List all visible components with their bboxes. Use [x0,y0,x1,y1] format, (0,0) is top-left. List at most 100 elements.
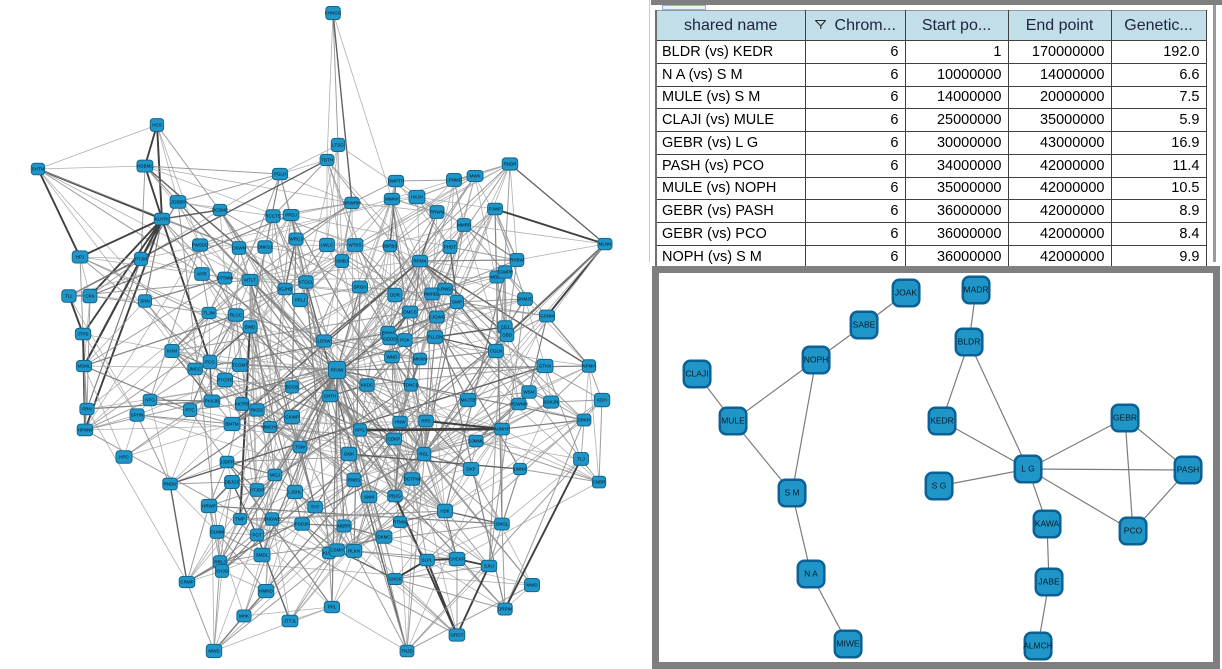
svg-text:MULE: MULE [721,416,745,426]
svg-text:GRGT: GRGT [451,632,464,637]
svg-text:MKJTB: MKJTB [461,397,476,402]
svg-text:KKTPB: KKTPB [235,401,250,406]
svg-text:RCCTS: RCCTS [265,213,281,218]
svg-text:DTTMW: DTTMW [217,275,234,280]
svg-text:SNM: SNM [364,494,374,499]
svg-text:LDSW: LDSW [317,338,331,343]
svg-text:RRWM: RRWM [430,209,445,214]
svg-text:HKJH: HKJH [411,194,423,199]
svg-text:NJNHP: NJNHP [494,426,509,431]
svg-text:DRPW: DRPW [498,606,513,611]
svg-text:DBJGS: DBJGS [224,479,239,484]
svg-text:MBBR: MBBR [490,274,504,279]
svg-text:DNKSJ: DNKSJ [258,244,273,249]
svg-text:TLJM: TLJM [203,310,215,315]
svg-text:MIWE: MIWE [836,639,859,649]
svg-text:MKNN: MKNN [413,356,426,361]
svg-text:WSM: WSM [524,389,535,394]
svg-text:RTC: RTC [185,407,195,412]
svg-text:GTKN: GTKN [539,363,552,368]
svg-text:DLMM: DLMM [210,529,224,534]
svg-text:RNDN: RNDN [164,481,177,486]
svg-text:CJGWG: CJGWG [429,314,446,319]
svg-text:WTKS: WTKS [349,242,362,247]
svg-text:GEBR: GEBR [1113,413,1137,423]
svg-text:TGWPR: TGWPR [497,269,514,274]
svg-text:DJMML: DJMML [468,438,484,443]
svg-text:GBD: GBD [502,332,513,337]
svg-text:DMCS: DMCS [403,309,416,314]
svg-text:PPLJ: PPLJ [295,297,306,302]
svg-text:S G: S G [932,481,947,491]
svg-text:KLHTK: KLHTK [155,216,170,221]
svg-text:MWD: MWD [526,582,538,587]
svg-text:SLPL: SLPL [421,557,433,562]
svg-text:JABE: JABE [1038,577,1060,587]
svg-text:MWD: MWD [208,648,220,653]
svg-text:DKMC: DKMC [377,534,391,539]
svg-text:SHTM: SHTM [32,166,45,171]
svg-text:PGLH: PGLH [274,171,286,176]
svg-text:SMBJ: SMBJ [336,258,348,263]
svg-text:TSW: TSW [295,444,306,449]
svg-text:CKK: CKK [85,293,94,298]
svg-text:MMCHG: MMCHG [261,424,279,429]
svg-text:KPR: KPR [197,271,207,276]
svg-text:HPWW: HPWW [78,427,93,432]
svg-text:CPJ: CPJ [501,324,510,329]
svg-text:BCCB: BCCB [286,384,299,389]
svg-text:LTSG: LTSG [332,142,344,147]
svg-text:SJKJ: SJKJ [484,563,495,568]
svg-text:CGLN: CGLN [490,348,503,353]
svg-text:HPJ: HPJ [76,254,85,259]
svg-text:CLAJI: CLAJI [685,369,708,379]
svg-text:BGTPW: BGTPW [404,476,421,481]
svg-text:NPMH: NPMH [582,363,595,368]
svg-text:DKP: DKP [466,466,475,471]
svg-text:DDR: DDR [390,292,400,297]
svg-text:GHCK: GHCK [388,576,401,581]
svg-text:MSML: MSML [77,363,90,368]
svg-text:SRGH: SRGH [353,284,366,289]
svg-text:KDH: KDH [597,397,607,402]
svg-text:TNJD: TNJD [401,648,413,653]
svg-text:DCSMC: DCSMC [212,207,229,212]
svg-text:PWSDC: PWSDC [192,242,210,247]
svg-text:RNBS: RNBS [348,477,361,482]
svg-text:CDKP: CDKP [388,436,401,441]
svg-text:RRS: RRS [421,418,431,423]
svg-text:JMCC: JMCC [189,366,202,371]
svg-text:JGJHB: JGJHB [278,286,292,291]
svg-text:TBTH: TBTH [321,157,333,162]
svg-text:THT: THT [311,504,320,509]
svg-text:PCO: PCO [1124,526,1143,536]
svg-text:ALMCH: ALMCH [1023,641,1053,651]
svg-text:CHNGG: CHNGG [325,10,342,15]
svg-text:SPHN: SPHN [131,412,144,417]
svg-text:JTTJL: JTTJL [284,618,297,623]
svg-text:GKWP: GKWP [285,414,299,419]
svg-text:JTPS: JTPS [77,331,88,336]
svg-text:RNDR: RNDR [504,161,518,166]
svg-text:SNGWB: SNGWB [263,516,280,521]
svg-text:RGL: RGL [419,451,429,456]
svg-text:PSDJK: PSDJK [295,521,310,526]
svg-text:GNTH: GNTH [324,393,337,398]
svg-text:PRN: PRN [82,406,92,411]
svg-text:MWKK: MWKK [385,196,399,201]
svg-text:SNN: SNN [140,298,150,303]
svg-text:RRLJ: RRLJ [214,559,225,564]
svg-text:HTJDP: HTJDP [250,487,265,492]
svg-text:CKWN: CKWN [232,245,246,250]
svg-text:HSK: HSK [440,508,449,513]
svg-text:HDBML: HDBML [137,163,153,168]
svg-text:HPC: HPC [119,454,129,459]
svg-text:PPDJ: PPDJ [285,212,297,217]
svg-text:KKDC: KKDC [361,382,374,387]
svg-text:RPBW: RPBW [510,257,524,262]
svg-text:TLL: TLL [65,293,73,298]
svg-text:CHCKP: CHCKP [449,556,465,561]
svg-text:TLJ: TLJ [577,456,585,461]
svg-text:MADR: MADR [963,285,988,295]
svg-text:HMHDD: HMHDD [424,291,441,296]
